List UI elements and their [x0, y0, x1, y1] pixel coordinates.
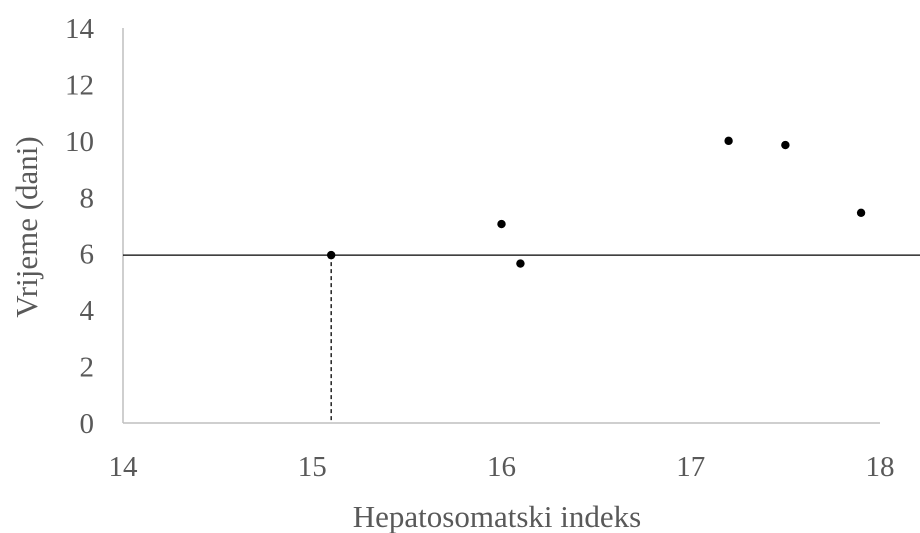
x-axis-title: Hepatosomatski indeks [353, 499, 641, 533]
reference-lines [123, 254, 920, 423]
data-points [326, 136, 866, 268]
data-point [326, 250, 336, 260]
y-tick-label: 4 [80, 295, 95, 327]
y-tick-label: 8 [80, 182, 95, 214]
x-tick-label: 16 [487, 451, 516, 483]
x-tick-label: 14 [109, 451, 139, 483]
data-point [497, 219, 506, 229]
data-point [856, 208, 866, 218]
data-point [516, 259, 525, 268]
y-tick-label: 0 [80, 408, 95, 440]
x-tick-labels: 14 15 16 17 18 [109, 451, 895, 483]
y-tick-label: 2 [80, 352, 95, 384]
x-tick-label: 15 [298, 451, 327, 483]
y-axis-title: Vrijeme (dani) [9, 136, 44, 317]
y-tick-labels: 0 2 4 6 8 10 12 14 [65, 13, 95, 440]
y-tick-label: 10 [65, 126, 94, 158]
data-point [781, 140, 790, 150]
y-tick-label: 6 [80, 239, 95, 271]
y-tick-label: 14 [65, 13, 95, 45]
x-tick-label: 18 [866, 451, 895, 483]
data-point [724, 136, 733, 146]
x-tick-label: 17 [676, 451, 705, 483]
y-tick-label: 12 [65, 69, 94, 101]
